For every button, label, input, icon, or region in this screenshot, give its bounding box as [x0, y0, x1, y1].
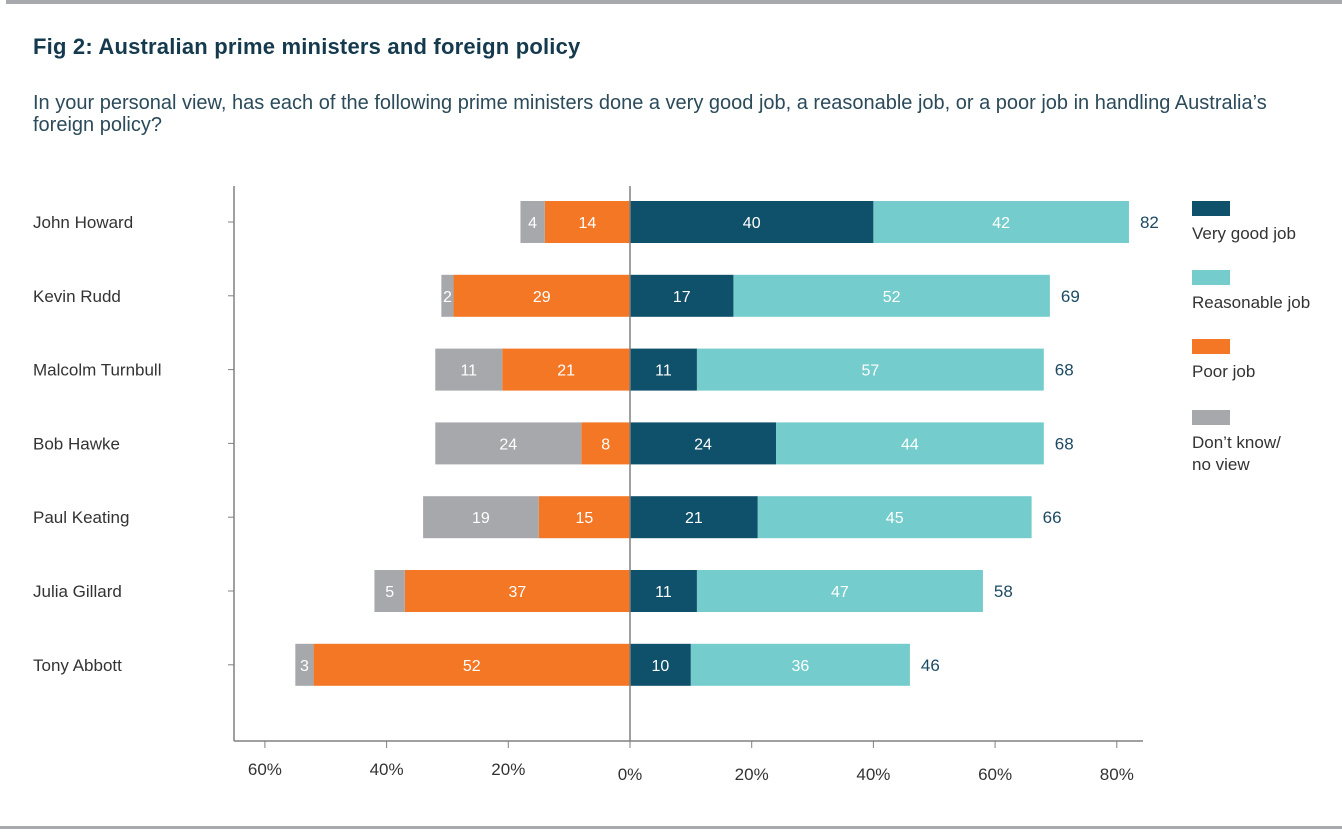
bar-segment-very-good-job	[630, 570, 697, 612]
legend-label: Very good job	[1192, 224, 1296, 243]
legend-label: no view	[1192, 455, 1250, 474]
top-divider	[6, 0, 1342, 4]
category-label: Kevin Rudd	[33, 287, 121, 306]
bar-segment-poor-job	[404, 570, 630, 612]
bar-segment-reasonable-job	[696, 348, 1044, 391]
chart-title: Fig 2: Australian prime ministers and fo…	[33, 34, 581, 59]
bar-segment-reasonable-job	[733, 274, 1050, 317]
x-tick-label: 20%	[491, 760, 525, 779]
bar-segment-poor-job	[313, 643, 630, 686]
bar-segment-very-good-job	[630, 422, 777, 465]
category-label: Julia Gillard	[33, 582, 122, 601]
legend-label: Don’t know/	[1192, 433, 1281, 452]
bar-total-label: 66	[1043, 508, 1062, 527]
category-label: Paul Keating	[33, 508, 129, 527]
bar-value-label: 52	[883, 289, 901, 306]
bar-segment-dont-know	[295, 643, 314, 686]
bar-value-label: 45	[886, 510, 904, 527]
bar-segment-very-good-job	[630, 348, 697, 391]
bar-segment-very-good-job	[630, 274, 734, 317]
chart-subtitle: In your personal view, has each of the f…	[33, 92, 1267, 136]
x-tick-label: 60%	[248, 760, 282, 779]
category-label: Tony Abbott	[33, 656, 122, 675]
x-tick-label: 20%	[735, 765, 769, 784]
bar-value-label: 8	[601, 436, 610, 453]
bar-value-label: 24	[694, 436, 712, 453]
bar-value-label: 11	[460, 363, 477, 380]
legend-swatch-very-good	[1192, 201, 1230, 216]
legend-swatch-poor	[1192, 339, 1230, 354]
bar-value-label: 57	[861, 363, 879, 380]
bar-value-label: 42	[992, 215, 1010, 232]
bottom-divider	[0, 826, 1342, 829]
bar-total-label: 58	[994, 582, 1013, 601]
x-tick-label: 60%	[978, 765, 1012, 784]
bar-segment-poor-job	[544, 201, 630, 243]
category-label: Malcolm Turnbull	[33, 361, 162, 380]
legend-swatch-dont-know	[1192, 410, 1230, 425]
bar-value-label: 5	[385, 584, 394, 601]
bar-segment-dont-know	[520, 201, 545, 243]
bar-value-label: 17	[673, 289, 691, 306]
bar-segment-poor-job	[502, 348, 630, 391]
legend-label: Poor job	[1192, 362, 1255, 381]
bar-total-label: 82	[1140, 213, 1159, 232]
bar-value-label: 44	[901, 436, 919, 453]
bar-segment-very-good-job	[630, 201, 874, 243]
bar-segment-reasonable-job	[690, 643, 910, 686]
bar-total-label: 69	[1061, 287, 1080, 306]
bar-value-label: 36	[791, 658, 809, 675]
legend-label: Reasonable job	[1192, 293, 1310, 312]
bar-value-label: 15	[575, 510, 593, 527]
bar-value-label: 2	[443, 289, 452, 306]
bar-total-label: 68	[1055, 361, 1074, 380]
bar-segment-reasonable-job	[776, 422, 1044, 465]
bar-total-label: 46	[921, 656, 940, 675]
bar-segment-reasonable-job	[873, 201, 1129, 243]
bar-value-label: 40	[743, 215, 761, 232]
bar-value-label: 4	[528, 215, 537, 232]
bar-value-label: 52	[463, 658, 481, 675]
bar-value-label: 21	[685, 510, 703, 527]
bar-segment-dont-know	[374, 570, 405, 612]
x-tick-label: 80%	[1100, 765, 1134, 784]
bar-segment-dont-know	[435, 422, 582, 465]
bar-value-label: 29	[533, 289, 551, 306]
legend-swatch-reasonable	[1192, 270, 1230, 285]
bar-value-label: 10	[652, 658, 670, 675]
bar-value-label: 21	[557, 363, 575, 380]
bar-segment-poor-job	[538, 496, 630, 539]
bar-value-label: 3	[300, 658, 309, 675]
bar-segment-very-good-job	[630, 496, 758, 539]
bar-value-label: 47	[831, 584, 849, 601]
x-tick-label: 40%	[856, 765, 890, 784]
bar-value-label: 19	[472, 510, 490, 527]
bar-segment-dont-know	[435, 348, 503, 391]
bar-value-label: 37	[509, 584, 527, 601]
bar-segment-poor-job	[581, 422, 630, 465]
bar-value-label: 24	[499, 436, 517, 453]
bar-segment-reasonable-job	[696, 570, 983, 612]
bar-segment-poor-job	[453, 274, 630, 317]
category-label: Bob Hawke	[33, 434, 120, 453]
x-tick-label: 0%	[618, 765, 643, 784]
bar-value-label: 11	[655, 363, 672, 380]
bar-segment-very-good-job	[630, 643, 691, 686]
x-tick-label: 40%	[370, 760, 404, 779]
bar-segment-dont-know	[423, 496, 539, 539]
bar-value-label: 14	[579, 215, 597, 232]
bar-total-label: 68	[1055, 434, 1074, 453]
bar-value-label: 11	[655, 584, 672, 601]
bar-segment-dont-know	[441, 274, 454, 317]
category-label: John Howard	[33, 213, 133, 232]
bar-segment-reasonable-job	[757, 496, 1032, 539]
